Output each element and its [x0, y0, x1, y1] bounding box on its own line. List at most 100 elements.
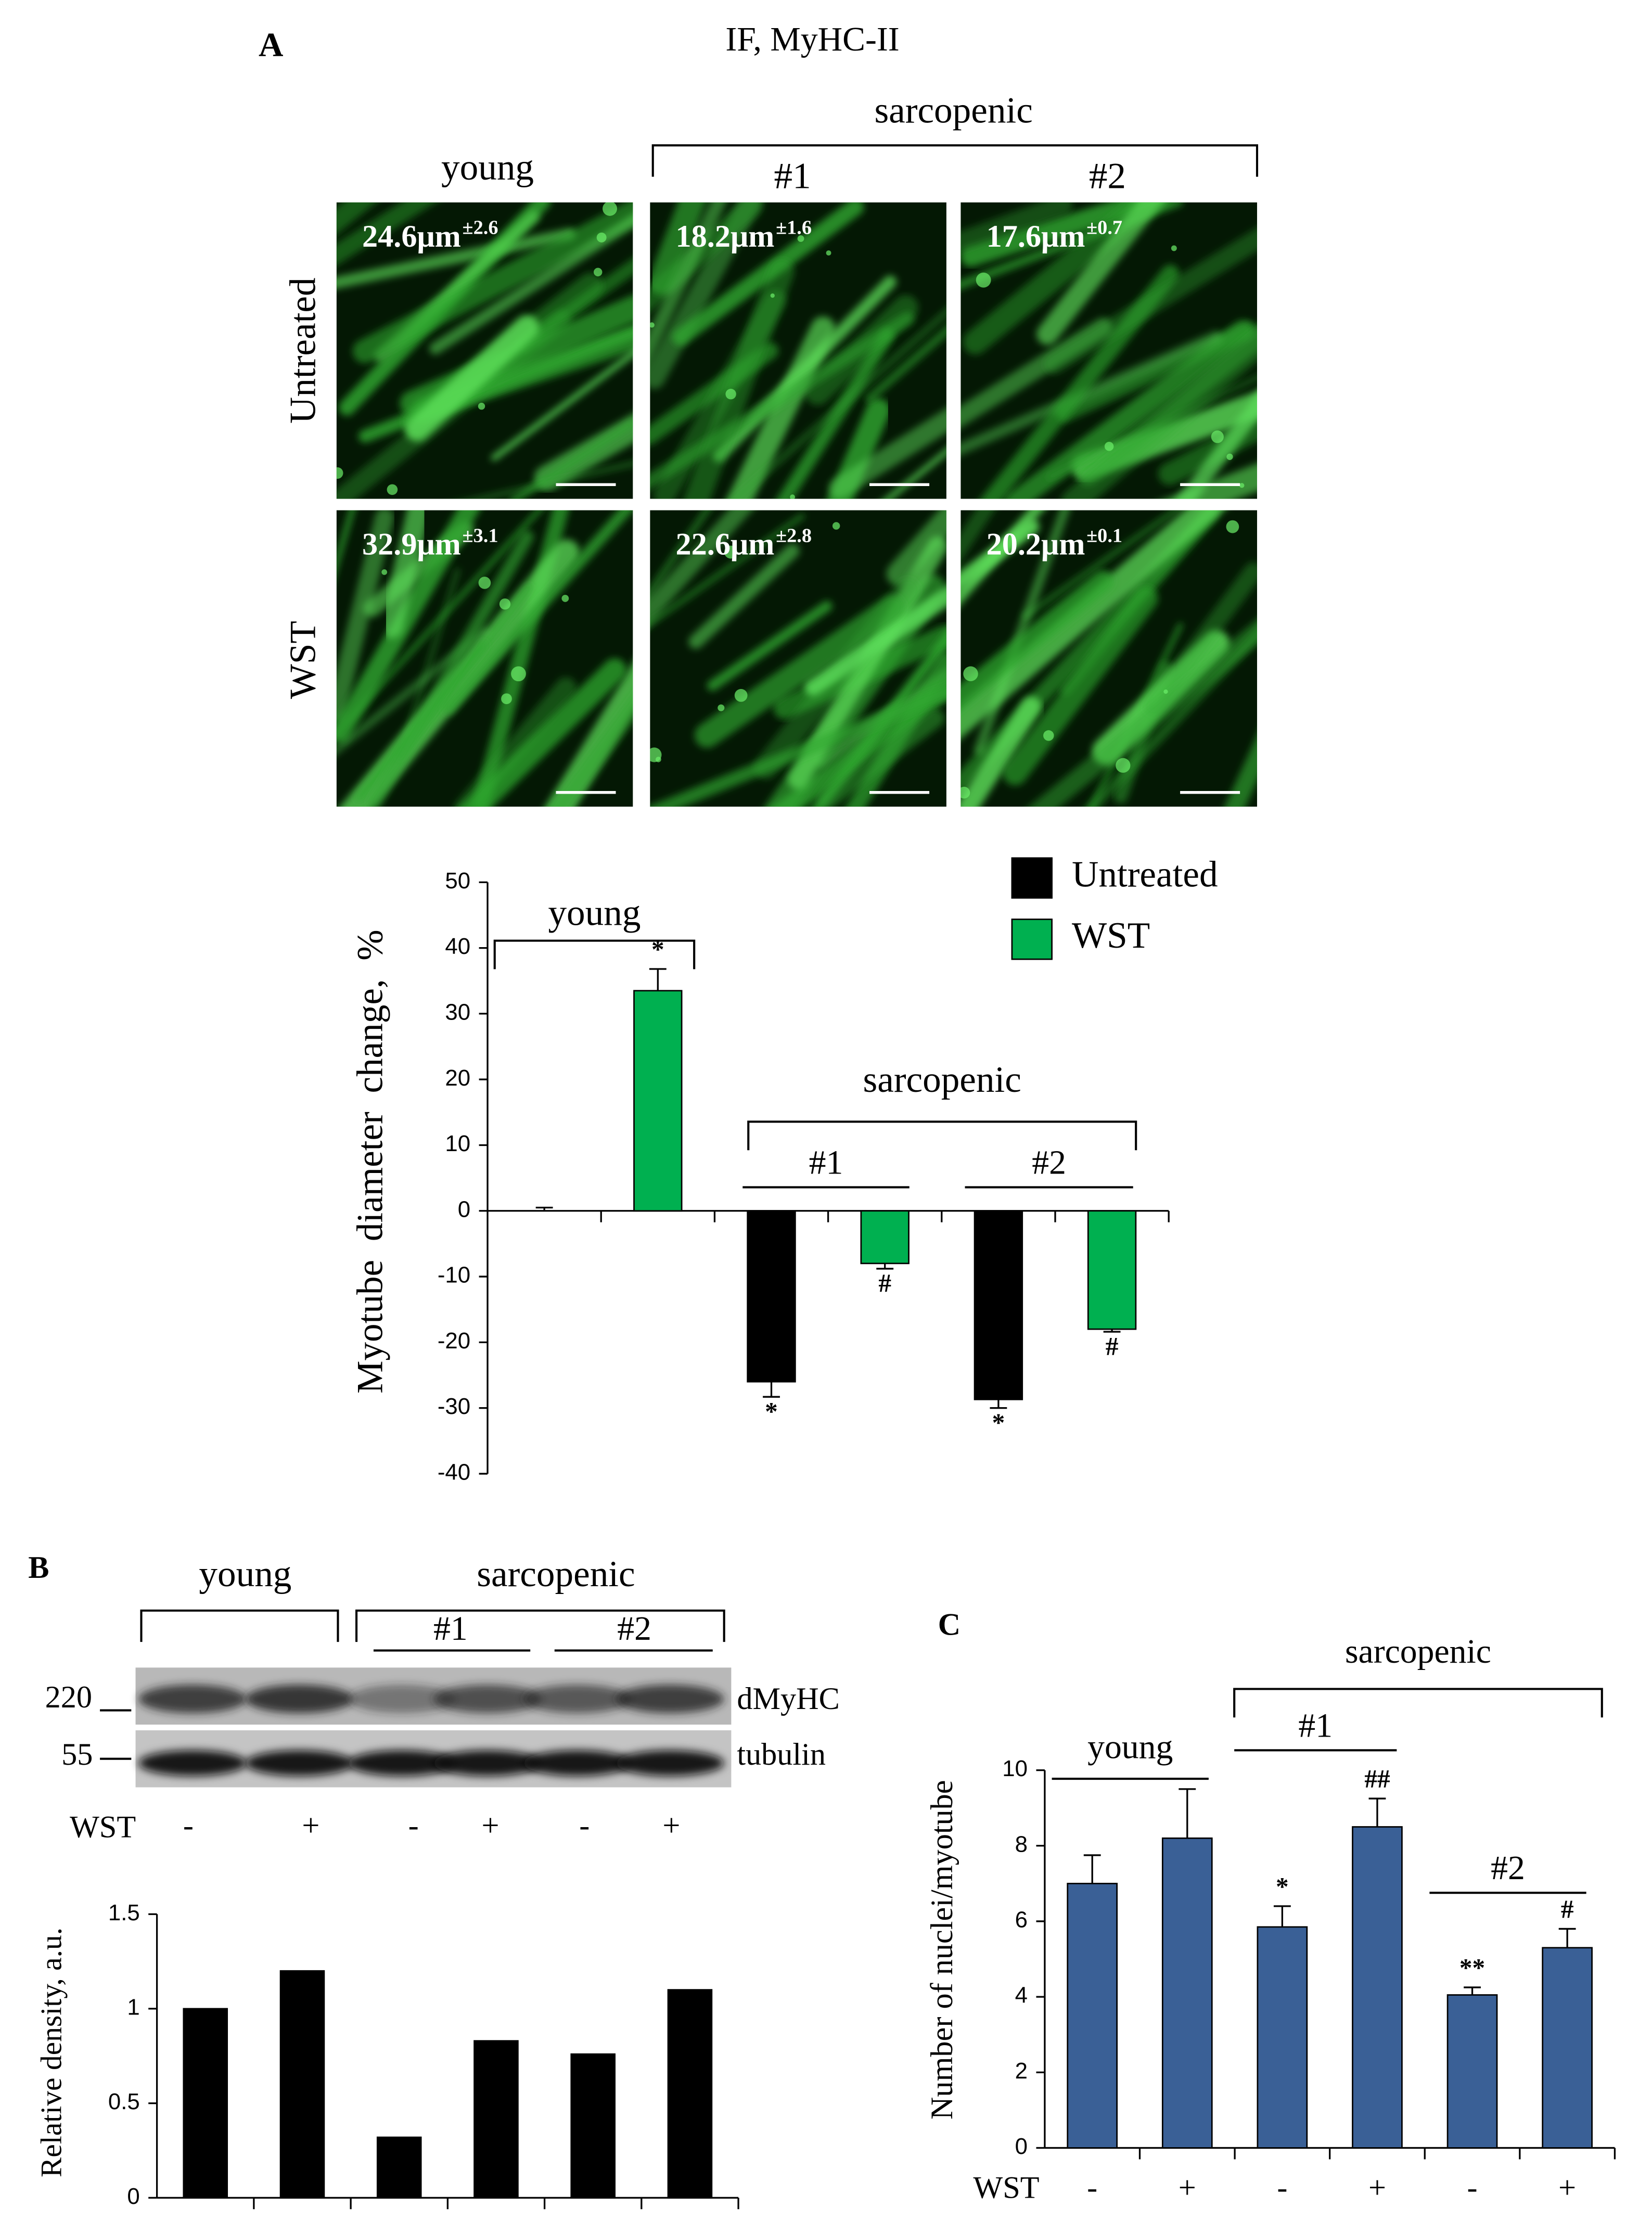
myotube [336, 202, 377, 235]
treatment-sign: - [408, 1808, 419, 1843]
myotube [1036, 202, 1164, 345]
bar [633, 990, 683, 1212]
significance-mark: # [1106, 1332, 1119, 1360]
myotube [804, 586, 946, 696]
myotube [818, 709, 945, 807]
band [616, 1750, 724, 1776]
micrograph [650, 202, 946, 499]
treatment-sign: + [662, 1808, 680, 1843]
speckle [725, 389, 736, 400]
myotube [885, 449, 946, 499]
y-tick-label: 30 [445, 999, 470, 1025]
myotube [963, 202, 1166, 355]
bar [1352, 1826, 1403, 2149]
myotube [650, 510, 711, 597]
myotube [1176, 393, 1257, 499]
speckle [1104, 441, 1114, 451]
diameter-label: 18.2μm [676, 219, 775, 254]
diameter-sd: ±0.1 [1086, 525, 1122, 546]
diameter-label: 24.6μm [362, 219, 461, 254]
myotube [1085, 627, 1257, 807]
speckle [478, 402, 485, 410]
speckle [596, 232, 607, 243]
significance-mark: # [1561, 1895, 1574, 1923]
y-tick-label: 0.5 [108, 2089, 140, 2114]
myotube [694, 595, 904, 748]
y-axis-label: Myotube diameter change, % [350, 929, 390, 1394]
band [433, 1685, 542, 1714]
x-tick-label: - [1467, 2170, 1478, 2205]
myotube [470, 461, 633, 499]
y-tick-label: 20 [445, 1065, 470, 1091]
speckle [724, 545, 737, 559]
bar [1161, 1837, 1213, 2149]
myotube [650, 510, 753, 624]
legend-swatch [1011, 857, 1053, 899]
y-axis-label: Number of nuclei/myotube [925, 1780, 959, 2120]
y-tick-label: 1.5 [108, 1900, 140, 1925]
diameter-label: 22.6μm [676, 527, 775, 562]
blot-group: #2 [617, 1610, 651, 1648]
myotube [460, 658, 626, 807]
speckle [1226, 520, 1239, 533]
treatment-sign: - [579, 1808, 590, 1843]
diameter-sd: ±2.8 [776, 525, 812, 546]
speckle [1163, 689, 1168, 694]
x-tick-label: + [1179, 2170, 1196, 2205]
bar [183, 2008, 228, 2199]
speckle [734, 688, 748, 702]
band [138, 1750, 247, 1776]
band [348, 1750, 456, 1776]
diameter-label: 17.6μm [987, 219, 1085, 254]
group-label: sarcopenic [1345, 1632, 1491, 1670]
bar [1067, 1882, 1118, 2149]
significance-mark: ## [1364, 1765, 1390, 1793]
column-label: #2 [1089, 156, 1126, 196]
group-label: sarcopenic [863, 1060, 1021, 1100]
myotube [730, 307, 946, 499]
diameter-label: 32.9μm [362, 527, 461, 562]
myotube [336, 228, 576, 289]
y-tick-label: 4 [1015, 1983, 1028, 2008]
band [245, 1750, 354, 1776]
myotube [1044, 227, 1257, 374]
legend-label: Untreated [1072, 854, 1218, 895]
speckle [594, 267, 603, 277]
significance-mark: * [765, 1397, 778, 1425]
speckle [1116, 758, 1131, 773]
myotube [405, 315, 539, 441]
x-tick-label: + [1558, 2170, 1576, 2205]
band [523, 1685, 632, 1714]
group-label: young [1087, 1728, 1173, 1766]
myotube [549, 694, 633, 807]
myotube [961, 202, 1073, 252]
micrograph [650, 510, 946, 807]
micrograph [336, 202, 633, 499]
myotube [1166, 463, 1257, 499]
myotube [650, 202, 706, 295]
speckle [1171, 245, 1177, 251]
significance-mark: # [878, 1269, 891, 1297]
diameter-label: 20.2μm [987, 527, 1085, 562]
significance-mark: ** [1459, 1953, 1485, 1982]
treatment-label: WST [70, 1809, 136, 1844]
myotube [336, 510, 394, 723]
myotube [1224, 735, 1257, 807]
y-tick-label: 0 [1015, 2134, 1028, 2159]
speckle [1226, 453, 1233, 460]
bar [1446, 1994, 1498, 2149]
speckle [650, 322, 655, 328]
y-tick-label: 0 [458, 1196, 470, 1222]
row-label: WST [283, 621, 324, 699]
myotube [865, 326, 946, 403]
speckle [478, 577, 491, 589]
band-label: dMyHC [737, 1681, 840, 1716]
speckle [387, 484, 398, 495]
bar [473, 2040, 519, 2199]
group-bracket [355, 1609, 725, 1642]
myotube [429, 214, 633, 355]
group-bracket [1233, 1688, 1603, 1718]
group-bracket [493, 939, 696, 970]
